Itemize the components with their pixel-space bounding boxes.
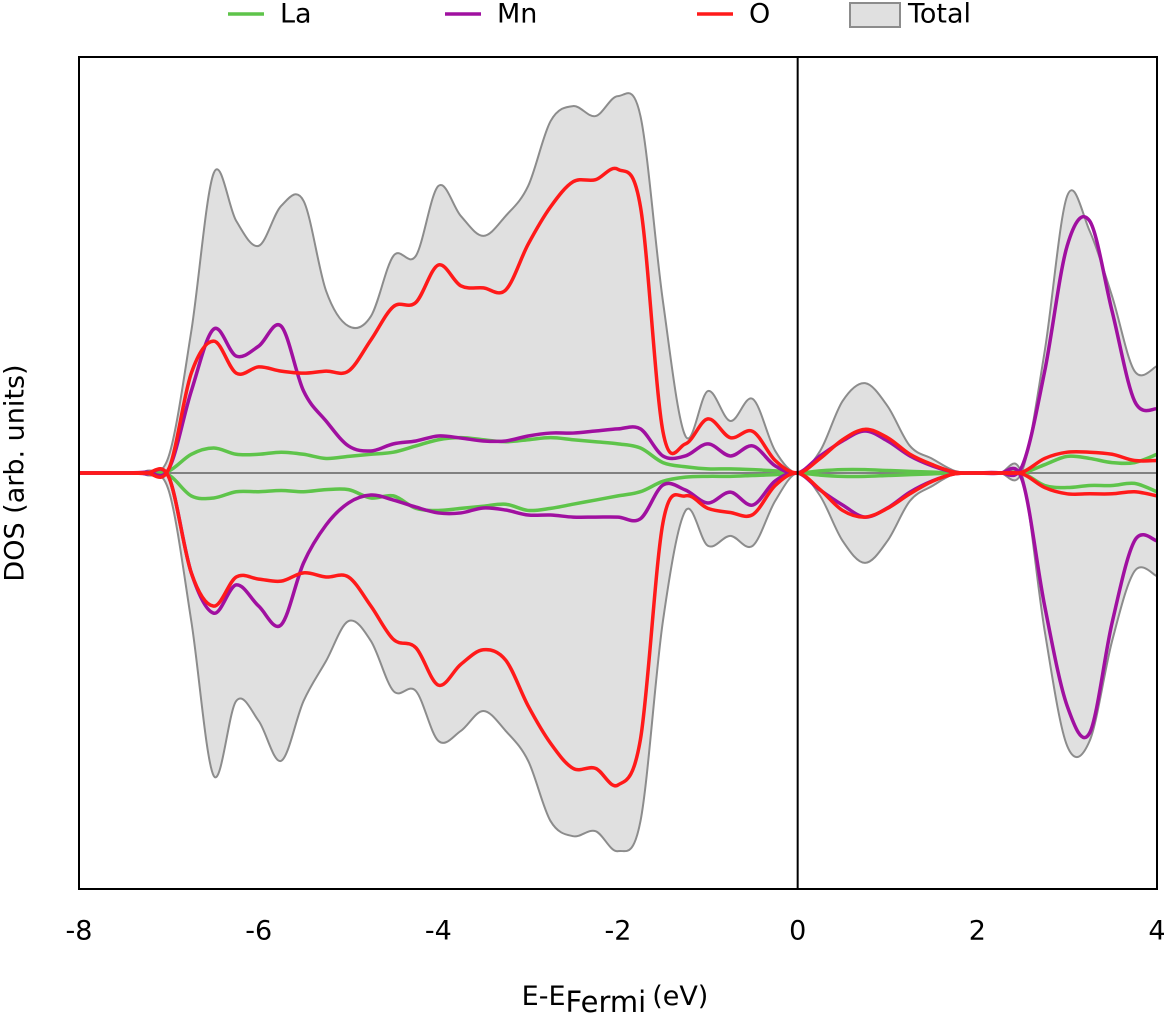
legend-label: Mn [497, 0, 537, 30]
x-label-main: E-E [522, 981, 566, 1012]
x-tick-label: -8 [66, 916, 93, 947]
y-axis-label: DOS (arb. units) [0, 364, 31, 581]
x-label-suffix: (eV) [652, 981, 708, 1012]
plot-frame [78, 56, 1158, 890]
x-tick-label: -2 [605, 916, 632, 947]
legend-label: Total [907, 0, 971, 30]
x-tick-label: -6 [245, 916, 272, 947]
legend-label: La [280, 0, 312, 30]
x-tick-label: 2 [969, 916, 986, 947]
legend-swatch [849, 2, 901, 28]
plot [79, 92, 1157, 853]
x-tick-label: 0 [789, 916, 806, 947]
total-area [79, 93, 1157, 481]
legend-label: O [749, 0, 770, 30]
total-area [79, 463, 1157, 852]
pdos-line [79, 466, 1157, 788]
x-axis-label: E-EFermi (eV) [522, 981, 709, 1016]
x-label-sub: Fermi [566, 985, 647, 1016]
x-tick-label: -4 [425, 916, 452, 947]
x-tick-label: 4 [1148, 916, 1164, 947]
